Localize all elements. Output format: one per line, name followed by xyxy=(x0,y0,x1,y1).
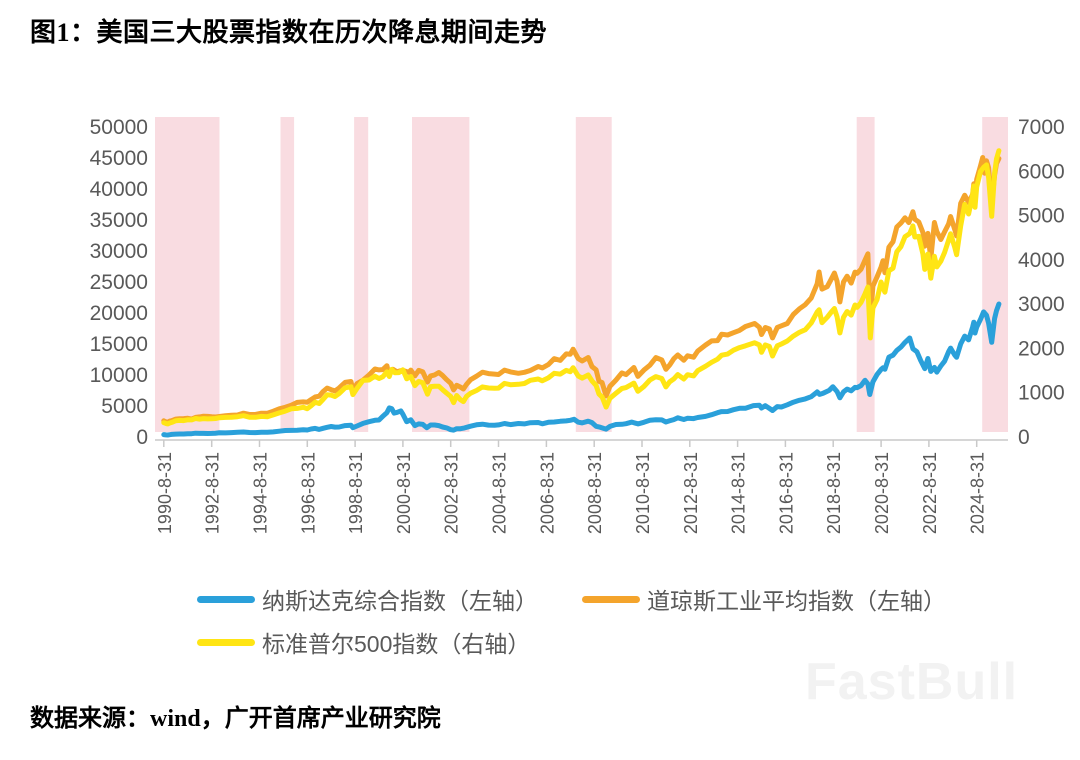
x-axis-tick-label: 2010-8-31 xyxy=(633,452,653,534)
x-axis-tick-label: 2004-8-31 xyxy=(490,452,510,534)
legend-label: 标准普尔500指数（右轴） xyxy=(262,631,531,657)
legend-item-2: 标准普尔500指数（右轴） xyxy=(197,625,530,659)
left-axis-tick-label: 50000 xyxy=(90,116,148,139)
right-axis-tick-label: 2000 xyxy=(1018,337,1065,360)
stock-index-chart: 0 5000 10000 15000 20000 25000 30000 35000 40000… xyxy=(70,105,1075,560)
x-axis-tick-label: 1992-8-31 xyxy=(203,452,223,534)
right-axis-tick-label: 0 xyxy=(1018,426,1030,449)
chart-svg: 0500010000150002000025000300003500040000… xyxy=(90,116,1065,534)
legend-label: 道琼斯工业平均指数（左轴） xyxy=(647,588,946,614)
right-axis-tick-label: 3000 xyxy=(1018,293,1065,316)
legend-item-0: 纳斯达克综合指数（左轴） xyxy=(197,582,538,616)
right-axis-tick-label: 4000 xyxy=(1018,249,1065,272)
x-axis-tick-label: 2002-8-31 xyxy=(442,452,462,534)
rate-cut-band xyxy=(155,117,220,432)
rate-cut-band xyxy=(354,117,369,432)
x-axis-tick-label: 2020-8-31 xyxy=(872,452,892,534)
left-axis-tick-label: 20000 xyxy=(90,302,148,325)
x-axis-tick-label: 2000-8-31 xyxy=(394,452,414,534)
x-axis-tick-label: 2022-8-31 xyxy=(920,452,940,534)
x-axis-tick-label: 1996-8-31 xyxy=(298,452,318,534)
right-axis-tick-label: 1000 xyxy=(1018,382,1065,405)
left-axis-tick-label: 40000 xyxy=(90,178,148,201)
x-axis-tick-label: 1990-8-31 xyxy=(155,452,175,534)
left-axis-tick-label: 5000 xyxy=(101,395,148,418)
x-axis-tick-label: 2016-8-31 xyxy=(776,452,796,534)
left-axis-tick-label: 30000 xyxy=(90,240,148,263)
chart-legend: 纳斯达克综合指数（左轴） 道琼斯工业平均指数（左轴） 标准普尔500指数（右轴） xyxy=(197,582,1007,668)
series-line-0 xyxy=(161,301,1002,438)
left-axis-tick-label: 15000 xyxy=(90,333,148,356)
data-source-note: 数据来源：wind，广开首席产业研究院 xyxy=(30,706,441,732)
rate-cut-band xyxy=(412,117,470,432)
legend-line-marker xyxy=(197,638,255,646)
x-axis-tick-label: 2018-8-31 xyxy=(824,452,844,534)
x-axis-tick-label: 2006-8-31 xyxy=(537,452,557,534)
right-axis-tick-label: 5000 xyxy=(1018,205,1065,228)
rate-cut-band xyxy=(280,117,295,432)
x-axis-tick-label: 1994-8-31 xyxy=(251,452,271,534)
x-axis-tick-label: 2008-8-31 xyxy=(585,452,605,534)
series-line-2 xyxy=(161,148,1002,427)
chart-title: 图1：美国三大股票指数在历次降息期间走势 xyxy=(30,18,548,47)
x-axis-tick-label: 2012-8-31 xyxy=(681,452,701,534)
legend-label: 纳斯达克综合指数（左轴） xyxy=(262,588,538,614)
right-axis-tick-label: 7000 xyxy=(1018,116,1065,139)
left-axis-tick-label: 10000 xyxy=(90,364,148,387)
x-axis-tick-label: 1998-8-31 xyxy=(346,452,366,534)
fastbull-watermark: FastBull xyxy=(805,653,1019,711)
legend-line-marker xyxy=(582,595,640,603)
x-axis-tick-label: 2024-8-31 xyxy=(968,452,988,534)
rate-cut-band xyxy=(856,117,875,432)
legend-line-marker xyxy=(197,595,255,603)
left-axis-tick-label: 0 xyxy=(136,426,148,449)
legend-item-1: 道琼斯工业平均指数（左轴） xyxy=(582,582,946,616)
left-axis-tick-label: 35000 xyxy=(90,209,148,232)
left-axis-tick-label: 25000 xyxy=(90,271,148,294)
right-axis-tick-label: 6000 xyxy=(1018,160,1065,183)
series-line-1 xyxy=(161,155,1002,425)
x-axis-tick-label: 2014-8-31 xyxy=(729,452,749,534)
left-axis-tick-label: 45000 xyxy=(90,147,148,170)
